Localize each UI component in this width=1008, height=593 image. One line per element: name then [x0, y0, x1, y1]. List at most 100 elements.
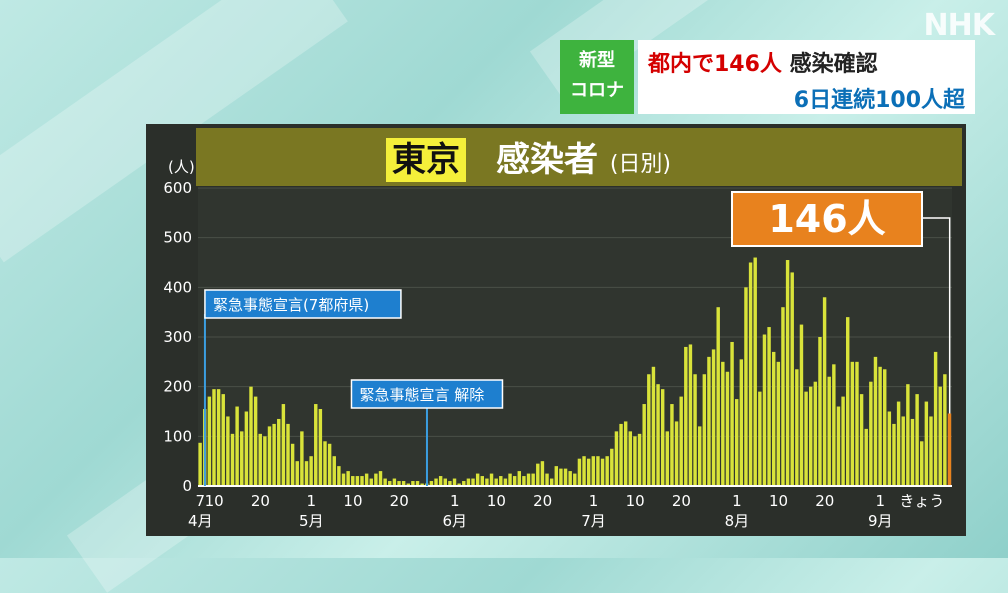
bar [869, 381, 873, 486]
bar [540, 461, 545, 486]
chart-title-main: 感染者 (日別) [496, 138, 671, 187]
bar [443, 478, 447, 486]
bar [392, 478, 397, 486]
bar [883, 369, 887, 486]
bar [577, 458, 582, 486]
bar [341, 473, 346, 486]
bar [619, 423, 623, 486]
bar [901, 416, 905, 486]
chart-panel: 東京 感染者 (日別) 0 100 200 300 400 500 600 (人) 7 10 20 1… [146, 124, 966, 536]
bar [503, 478, 508, 486]
chart-title-city: 東京 [386, 138, 466, 182]
bar [499, 476, 503, 486]
bar [489, 473, 494, 486]
bar [253, 396, 258, 486]
bar [397, 481, 401, 486]
bar [226, 416, 230, 486]
bar [406, 483, 410, 486]
bar [702, 374, 707, 486]
bar [734, 399, 739, 486]
bar [573, 473, 577, 486]
headline-box: 新型 コロナ 都内で146人 感染確認 6日連続100人超 [560, 40, 975, 114]
bar [272, 423, 276, 486]
bar [286, 423, 290, 486]
bar [480, 476, 484, 486]
bar [212, 389, 216, 486]
bar [864, 428, 868, 486]
bar [684, 346, 688, 486]
bar [929, 416, 933, 486]
bar [933, 351, 938, 486]
bar [660, 389, 665, 486]
bar [586, 458, 591, 486]
bar [785, 260, 790, 486]
bar [730, 341, 734, 486]
bar [364, 473, 369, 486]
y-tick-label: 500 [163, 229, 192, 247]
x-tick-label: 10 [343, 492, 362, 510]
bar [642, 404, 646, 486]
bar [216, 389, 221, 486]
month-label: 5月 [299, 512, 324, 530]
x-tick-label: 20 [390, 492, 409, 510]
x-tick-label: 7 [196, 492, 206, 510]
bar [531, 473, 535, 486]
bar [776, 361, 781, 486]
chart-title-text: 感染者 [496, 140, 598, 180]
bar [767, 327, 771, 486]
bar [846, 317, 850, 486]
bar [818, 337, 822, 486]
bar [832, 364, 836, 486]
bar [758, 391, 762, 486]
bar [295, 461, 299, 486]
bar [568, 471, 572, 486]
bar [263, 436, 267, 486]
bar [374, 473, 378, 486]
bar [670, 404, 674, 486]
bar [892, 423, 896, 486]
bar [318, 409, 323, 486]
highlight-label: 146人 [768, 197, 885, 241]
bar [623, 421, 628, 486]
bar [355, 476, 360, 486]
bar [281, 404, 286, 486]
bar [688, 344, 693, 486]
bar [378, 471, 383, 486]
bar [804, 391, 808, 486]
x-tick-label: きょう [899, 492, 944, 510]
bar [240, 431, 244, 486]
bar [855, 361, 859, 486]
covid-tag: 新型 コロナ [560, 40, 634, 114]
bar [665, 431, 670, 486]
bar [896, 401, 901, 486]
bar [258, 433, 262, 486]
bar [744, 287, 748, 486]
bar [304, 461, 309, 486]
bar [198, 442, 202, 486]
bar [512, 476, 517, 486]
bar [327, 443, 332, 486]
bar [207, 396, 212, 486]
bar [850, 361, 855, 486]
bar [300, 431, 304, 486]
bar [822, 297, 827, 486]
bar [725, 371, 730, 486]
bar [633, 436, 637, 486]
bar [873, 356, 878, 486]
bar [647, 374, 651, 486]
bar [429, 481, 434, 486]
bar [369, 478, 373, 486]
bar [337, 466, 341, 486]
bar [707, 356, 711, 486]
bar [827, 376, 831, 486]
bar [383, 478, 387, 486]
bar [656, 384, 660, 486]
bar [267, 426, 272, 486]
bar [351, 476, 355, 486]
month-label: 7月 [581, 512, 606, 530]
headline-sub: 6日連続100人超 [793, 88, 965, 113]
bar [836, 406, 841, 486]
bar [920, 441, 924, 486]
x-tick-label: 1 [450, 492, 460, 510]
